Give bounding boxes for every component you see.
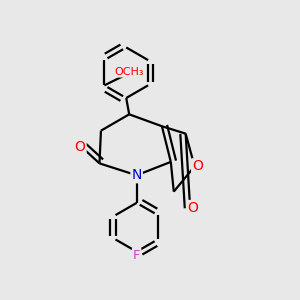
Text: N: N (131, 168, 142, 182)
Text: F: F (133, 249, 140, 262)
Text: O: O (75, 140, 86, 154)
Text: OCH₃: OCH₃ (115, 67, 144, 77)
Text: O: O (187, 201, 198, 215)
Text: O: O (192, 159, 203, 173)
